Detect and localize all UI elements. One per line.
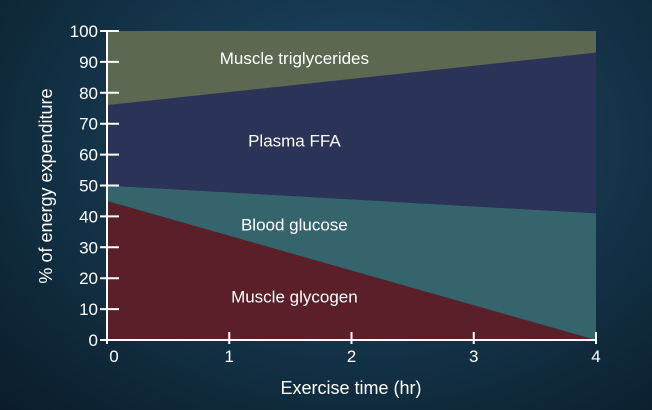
x-axis-title: Exercise time (hr) [280,378,421,398]
y-tick-label: 20 [79,269,98,288]
area-muscle-triglycerides [107,31,596,106]
y-tick-label: 0 [89,331,98,350]
x-axis-ticks: 0 1 2 3 4 [106,332,601,366]
y-axis-title: % of energy expenditure [36,88,56,283]
x-tick-label: 3 [469,347,478,366]
area-label-muscle-glycogen: Muscle glycogen [231,288,358,307]
y-tick-label: 70 [79,115,98,134]
y-tick-label: 80 [79,84,98,103]
x-tick-label: 1 [225,347,234,366]
area-layer [107,31,596,340]
area-label-layer: Muscle glycogen Blood glucose Plasma FFA Mu… [220,49,369,306]
area-blood-glucose [107,185,596,340]
area-label-blood-glucose: Blood glucose [241,216,348,235]
y-tick-label: 10 [79,300,98,319]
y-tick-label: 60 [79,146,98,165]
x-tick-label: 0 [109,347,118,366]
y-axis-ticks: 0 10 20 30 40 50 60 70 80 90 100 [70,22,119,350]
area-muscle-glycogen [107,200,596,340]
area-label-plasma-ffa: Plasma FFA [248,132,341,151]
y-tick-label: 90 [79,53,98,72]
x-tick-label: 4 [591,347,600,366]
x-tick-label: 2 [347,347,356,366]
area-label-muscle-triglycerides: Muscle triglycerides [220,49,369,68]
y-tick-label: 40 [79,207,98,226]
y-tick-label: 100 [70,22,98,41]
y-tick-label: 50 [79,177,98,196]
y-tick-label: 30 [79,238,98,257]
area-plasma-ffa [107,52,596,214]
